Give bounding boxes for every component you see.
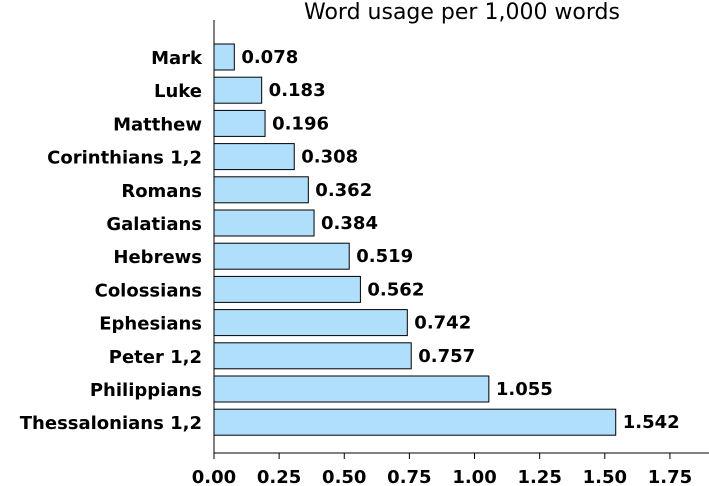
bar: [213, 275, 361, 303]
category-label: Matthew: [113, 114, 202, 135]
category-label: Colossians: [95, 280, 202, 301]
data-label: 0.196: [272, 113, 329, 134]
x-tick-label: 0.00: [192, 467, 236, 486]
x-tick-label: 1.25: [517, 467, 561, 486]
x-tick-label: 0.25: [257, 467, 301, 486]
bar: [213, 143, 295, 171]
category-label: Romans: [121, 181, 202, 202]
category-label: Thessalonians 1,2: [20, 413, 202, 434]
category-label: Hebrews: [113, 247, 202, 268]
bar: [213, 342, 412, 370]
data-label: 0.078: [241, 47, 298, 68]
bars-layer: [213, 43, 617, 436]
x-tick-label: 0.50: [322, 467, 366, 486]
data-label: 0.562: [367, 279, 424, 300]
bar: [213, 176, 309, 204]
data-label: 0.308: [301, 147, 358, 168]
value-labels: 0.078 0.183 0.196 0.308 0.362 0.384 0.519 0.562…: [241, 47, 679, 433]
data-label: 0.384: [321, 213, 378, 234]
bar: [213, 309, 408, 337]
x-tick-label: 1.00: [452, 467, 496, 486]
category-label: Luke: [154, 81, 202, 102]
data-label: 0.183: [269, 80, 326, 101]
data-label: 0.362: [315, 180, 372, 201]
bar: [213, 209, 315, 237]
data-label: 1.542: [623, 412, 680, 433]
x-tick-label: 1.50: [583, 467, 627, 486]
category-label: Corinthians 1,2: [47, 148, 202, 169]
bar: [213, 109, 266, 137]
x-axis: 0.00 0.25 0.50 0.75 1.00 1.25 1.50 1.75: [192, 20, 709, 486]
data-label: 0.757: [418, 346, 475, 367]
category-label: Mark: [151, 48, 203, 69]
x-tick-label: 1.75: [648, 467, 692, 486]
bar: [213, 408, 617, 436]
category-label: Galatians: [106, 214, 202, 235]
bar: [213, 43, 235, 71]
x-tick-label: 0.75: [387, 467, 431, 486]
bar: [213, 242, 350, 270]
chart-title: Word usage per 1,000 words: [304, 0, 620, 25]
category-label: Peter 1,2: [109, 347, 202, 368]
data-label: 1.055: [496, 379, 553, 400]
data-label: 0.519: [356, 246, 413, 267]
category-labels: Mark Luke Matthew Corinthians 1,2 Romans Gala…: [20, 48, 203, 434]
bar: [213, 76, 263, 104]
category-label: Philippians: [90, 380, 202, 401]
category-label: Ephesians: [99, 314, 202, 335]
data-label: 0.742: [414, 313, 471, 334]
bar: [213, 375, 490, 403]
